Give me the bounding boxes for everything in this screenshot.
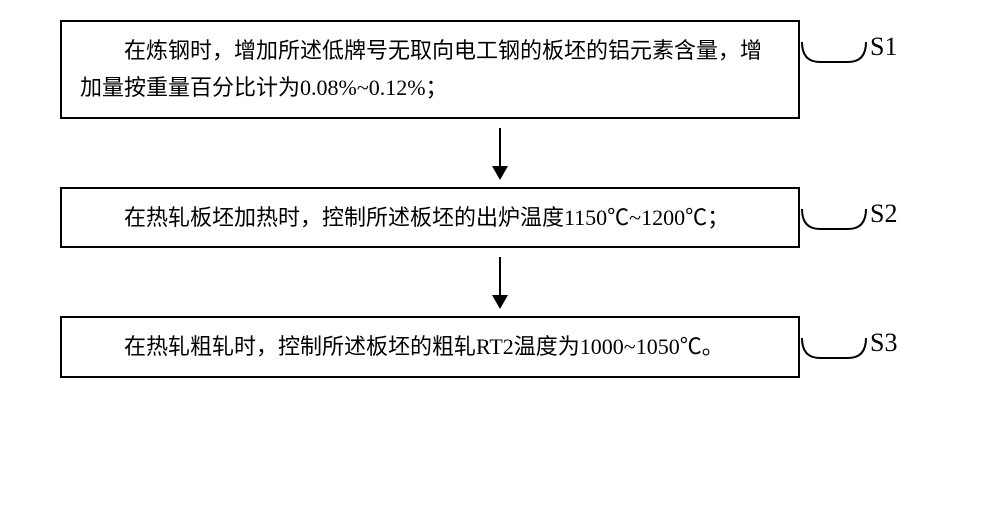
arrow-down-icon	[499, 257, 501, 307]
arrow-1-to-2	[130, 119, 870, 187]
flowchart-container: 在炼钢时，增加所述低牌号无取向电工钢的板坯的铝元素含量，增加量按重量百分比计为0…	[60, 20, 940, 378]
step-box-1: 在炼钢时，增加所述低牌号无取向电工钢的板坯的铝元素含量，增加量按重量百分比计为0…	[60, 20, 800, 119]
step-row-3: 在热轧粗轧时，控制所述板坯的粗轧RT2温度为1000~1050℃。 S3	[60, 316, 940, 377]
brace-connector-1	[800, 40, 870, 80]
step-box-2: 在热轧板坯加热时，控制所述板坯的出炉温度1150℃~1200℃；	[60, 187, 800, 248]
step-row-1: 在炼钢时，增加所述低牌号无取向电工钢的板坯的铝元素含量，增加量按重量百分比计为0…	[60, 20, 940, 119]
arrow-down-icon	[499, 128, 501, 178]
step-label-3: S3	[870, 328, 897, 358]
brace-connector-2	[800, 207, 870, 247]
step-label-1: S1	[870, 32, 897, 62]
brace-connector-3	[800, 336, 870, 376]
step-text-3: 在热轧粗轧时，控制所述板坯的粗轧RT2温度为1000~1050℃。	[124, 334, 724, 359]
step-text-2: 在热轧板坯加热时，控制所述板坯的出炉温度1150℃~1200℃；	[124, 205, 729, 230]
step-text-1: 在炼钢时，增加所述低牌号无取向电工钢的板坯的铝元素含量，增加量按重量百分比计为0…	[80, 38, 762, 100]
arrow-2-to-3	[130, 248, 870, 316]
step-box-3: 在热轧粗轧时，控制所述板坯的粗轧RT2温度为1000~1050℃。	[60, 316, 800, 377]
step-label-2: S2	[870, 199, 897, 229]
step-row-2: 在热轧板坯加热时，控制所述板坯的出炉温度1150℃~1200℃； S2	[60, 187, 940, 248]
